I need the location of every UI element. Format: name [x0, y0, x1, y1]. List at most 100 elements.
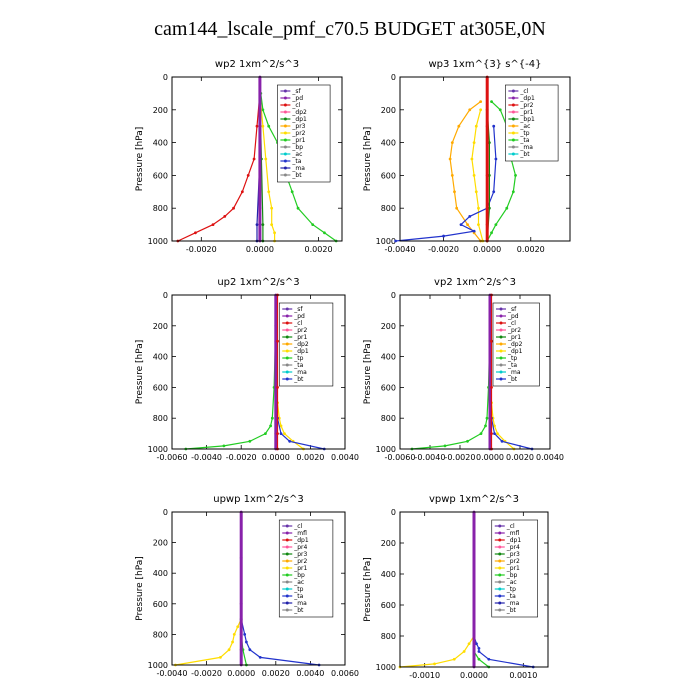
- data-point: [496, 432, 499, 435]
- x-tick-label: 0.0040: [331, 453, 359, 462]
- legend-marker: [511, 103, 515, 107]
- data-point: [267, 190, 271, 194]
- y-tick-label: 600: [153, 171, 168, 180]
- data-point: [236, 625, 240, 629]
- data-point: [477, 223, 480, 227]
- data-point: [311, 223, 315, 227]
- y-tick-label: 200: [381, 106, 396, 115]
- legend-label: _ta: [507, 362, 517, 369]
- data-point: [248, 648, 252, 652]
- legend-marker: [285, 559, 289, 563]
- data-point: [479, 432, 483, 435]
- y-tick-label: 200: [381, 322, 396, 331]
- chart-title: vp2 1xm^2/s^3: [434, 277, 516, 288]
- plot-frame: [399, 76, 571, 242]
- data-point: [261, 108, 265, 112]
- legend-label: _pr1: [507, 334, 521, 341]
- legend-label: _cl: [293, 523, 302, 530]
- data-point: [239, 648, 243, 652]
- y-tick-label: 200: [153, 106, 168, 115]
- legend-marker: [285, 356, 289, 360]
- y-tick-label: 400: [153, 569, 168, 578]
- legend-label: _sf: [507, 306, 517, 313]
- y-tick-label: 0: [163, 291, 168, 300]
- data-point: [232, 206, 235, 210]
- legend-marker: [285, 321, 289, 325]
- legend-marker: [498, 601, 502, 605]
- legend-label: _mfl: [293, 530, 307, 537]
- legend-marker: [499, 328, 503, 332]
- data-point: [485, 124, 489, 128]
- legend-label: _sf: [293, 306, 303, 313]
- series-line-dp1: [411, 325, 491, 450]
- data-point: [394, 239, 398, 243]
- x-tick-label: 0.0020: [305, 245, 333, 254]
- legend-marker: [285, 587, 289, 591]
- data-point: [472, 229, 476, 233]
- data-point: [290, 190, 294, 194]
- data-point: [273, 231, 276, 235]
- x-tick-label: -0.0040: [157, 669, 188, 678]
- y-tick-label: 1000: [376, 237, 396, 246]
- legend-label: _pr2: [291, 130, 305, 137]
- legend-label: _bt: [519, 151, 530, 158]
- y-tick-label: 400: [381, 139, 396, 148]
- legend-label: _ta: [293, 593, 303, 600]
- legend-marker: [498, 545, 502, 549]
- legend-marker: [285, 601, 289, 605]
- data-point: [279, 424, 283, 428]
- y-tick-label: 200: [153, 539, 168, 548]
- legend-label: _dp1: [507, 348, 523, 355]
- legend-marker: [285, 580, 289, 584]
- legend-marker: [283, 166, 287, 170]
- chart-title: vpwp 1xm^2/s^3: [429, 494, 519, 505]
- y-axis-label: Pressure [hPa]: [363, 127, 373, 192]
- y-tick-label: 400: [153, 139, 168, 148]
- legend-label: _tp: [293, 586, 303, 593]
- y-tick-label: 800: [153, 630, 168, 639]
- data-point: [239, 556, 243, 560]
- legend-marker: [285, 608, 289, 612]
- data-point: [466, 439, 469, 443]
- legend-marker: [283, 110, 287, 114]
- legend-label: _pr3: [293, 551, 307, 558]
- legend-label: _ma: [507, 369, 521, 376]
- data-point: [505, 206, 509, 210]
- legend-label: _tp: [293, 355, 303, 362]
- legend-marker: [511, 131, 515, 135]
- data-point: [261, 223, 265, 227]
- data-point: [479, 100, 483, 103]
- y-axis-label: Pressure [hPa]: [135, 556, 145, 621]
- data-point: [477, 206, 480, 210]
- data-point: [288, 439, 292, 443]
- legend-marker: [283, 103, 287, 107]
- data-point: [472, 650, 476, 653]
- data-point: [462, 650, 466, 653]
- legend-marker: [285, 363, 289, 367]
- y-tick-label: 800: [381, 204, 396, 213]
- legend-label: _cl: [507, 320, 516, 327]
- x-tick-label: 0.0020: [262, 669, 290, 678]
- legend-label: _ma: [293, 600, 307, 607]
- legend-marker: [285, 538, 289, 542]
- y-tick-label: 1000: [148, 445, 168, 454]
- data-point: [477, 647, 481, 650]
- legend-label: _dp1: [293, 348, 309, 355]
- data-point: [240, 190, 244, 194]
- legend-marker: [499, 321, 503, 325]
- data-point: [472, 141, 476, 145]
- y-tick-label: 600: [153, 383, 168, 392]
- legend-marker: [283, 145, 287, 149]
- data-point: [498, 108, 502, 112]
- legend-marker: [285, 552, 289, 556]
- legend-label: _cl: [506, 523, 515, 530]
- legend-marker: [498, 594, 502, 598]
- legend-label: _ac: [291, 151, 302, 158]
- x-tick-label: 0.0060: [331, 669, 359, 678]
- legend-marker: [511, 124, 515, 128]
- legend-label: _dp1: [519, 95, 535, 102]
- legend-label: _pr1: [293, 334, 307, 341]
- chart-title: up2 1xm^2/s^3: [217, 277, 299, 288]
- data-point: [490, 432, 493, 435]
